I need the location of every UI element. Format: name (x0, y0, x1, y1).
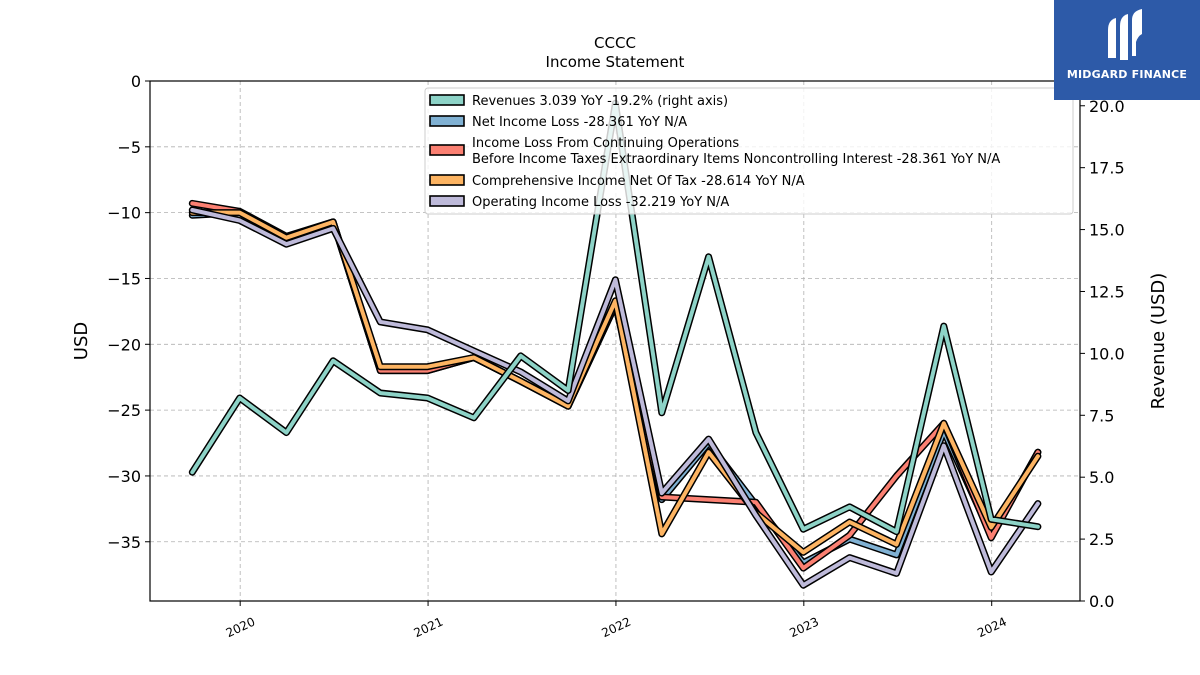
right-tick-label: 17.5 (1089, 159, 1125, 178)
legend: Revenues 3.039 YoY -19.2% (right axis) Ne… (424, 87, 1074, 215)
left-tick-label: −10 (107, 204, 141, 223)
right-tick-label: 5.0 (1089, 468, 1114, 487)
chart-subtitle: Income Statement (546, 53, 685, 71)
left-tick-label: −20 (107, 335, 141, 354)
left-axis-ticks: 0 −5 −10 −15 −20 −25 −30 −35 (107, 72, 150, 552)
left-tick-label: −15 (107, 269, 141, 288)
right-tick-label: 15.0 (1089, 221, 1125, 240)
right-tick-label: 2.5 (1089, 530, 1114, 549)
right-tick-label: 0.0 (1089, 592, 1114, 611)
legend-swatch (429, 144, 465, 156)
x-tick-label: 2020 (224, 615, 258, 641)
series-line (188, 209, 1042, 556)
legend-entry-label: Comprehensive Income Net Of Tax -28.614 … (472, 174, 805, 189)
right-tick-label: 20.0 (1089, 97, 1125, 116)
left-tick-label: −30 (107, 467, 141, 486)
right-tick-label: 7.5 (1089, 406, 1114, 425)
legend-swatch (429, 94, 465, 106)
series-line-stroke (190, 208, 1040, 588)
series-line-stroke (190, 210, 1040, 555)
legend-swatch (429, 174, 465, 186)
legend-entry-label: Revenues 3.039 YoY -19.2% (right axis) (472, 94, 728, 109)
x-tick-label: 2022 (599, 615, 633, 641)
x-tick-label: 2023 (787, 615, 821, 641)
legend-entry-label: Net Income Loss -28.361 YoY N/A (472, 115, 687, 130)
logo-text: MIDGARD FINANCE (1066, 68, 1188, 81)
legend-swatch (429, 195, 465, 207)
series-line (188, 206, 1042, 589)
right-tick-label: 12.5 (1089, 282, 1125, 301)
midgard-logo-mark-icon (1108, 9, 1142, 60)
x-axis-ticks: 2020 2021 2022 2023 2024 (224, 601, 1009, 640)
midgard-finance-logo: MIDGARD FINANCE (1054, 0, 1200, 100)
legend-entry-label: Before Income Taxes Extraordinary Items … (472, 152, 1000, 167)
x-tick-label: 2024 (975, 615, 1009, 641)
left-tick-label: −35 (107, 533, 141, 552)
chart-title: CCCC (594, 34, 636, 52)
legend-entry-label: Income Loss From Continuing Operations (472, 136, 739, 151)
right-axis-label: Revenue (USD) (1148, 273, 1169, 410)
legend-frame (424, 87, 1074, 215)
legend-swatch (429, 115, 465, 127)
plot-frame (149, 80, 1081, 602)
left-axis-label: USD (71, 322, 92, 360)
right-axis-ticks: 0.0 2.5 5.0 7.5 10.0 12.5 15.0 17.5 20.0 (1080, 97, 1125, 611)
right-tick-label: 10.0 (1089, 344, 1125, 363)
legend-entry-label: Operating Income Loss -32.219 YoY N/A (472, 195, 729, 210)
left-tick-label: −5 (117, 138, 141, 157)
left-tick-label: 0 (131, 72, 141, 91)
x-tick-label: 2021 (412, 615, 446, 641)
left-tick-label: −25 (107, 401, 141, 420)
